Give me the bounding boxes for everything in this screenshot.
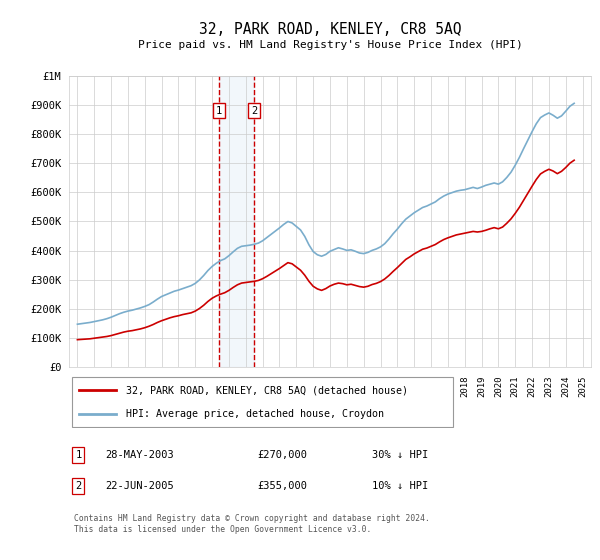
Text: 32, PARK ROAD, KENLEY, CR8 5AQ: 32, PARK ROAD, KENLEY, CR8 5AQ: [199, 22, 461, 38]
Text: 1: 1: [216, 106, 222, 115]
Text: HPI: Average price, detached house, Croydon: HPI: Average price, detached house, Croy…: [127, 409, 385, 419]
Text: Price paid vs. HM Land Registry's House Price Index (HPI): Price paid vs. HM Land Registry's House …: [137, 40, 523, 50]
Text: 32, PARK ROAD, KENLEY, CR8 5AQ (detached house): 32, PARK ROAD, KENLEY, CR8 5AQ (detached…: [127, 385, 409, 395]
FancyBboxPatch shape: [71, 377, 452, 427]
Text: 10% ↓ HPI: 10% ↓ HPI: [372, 480, 428, 491]
Text: 2: 2: [251, 106, 257, 115]
Text: 28-MAY-2003: 28-MAY-2003: [106, 450, 174, 460]
Text: £355,000: £355,000: [257, 480, 307, 491]
Text: 30% ↓ HPI: 30% ↓ HPI: [372, 450, 428, 460]
Text: 22-JUN-2005: 22-JUN-2005: [106, 480, 174, 491]
Text: 2: 2: [75, 480, 82, 491]
Bar: [219, 76, 254, 367]
Text: 1: 1: [75, 450, 82, 460]
Text: Contains HM Land Registry data © Crown copyright and database right 2024.
This d: Contains HM Land Registry data © Crown c…: [74, 514, 430, 534]
Text: £270,000: £270,000: [257, 450, 307, 460]
